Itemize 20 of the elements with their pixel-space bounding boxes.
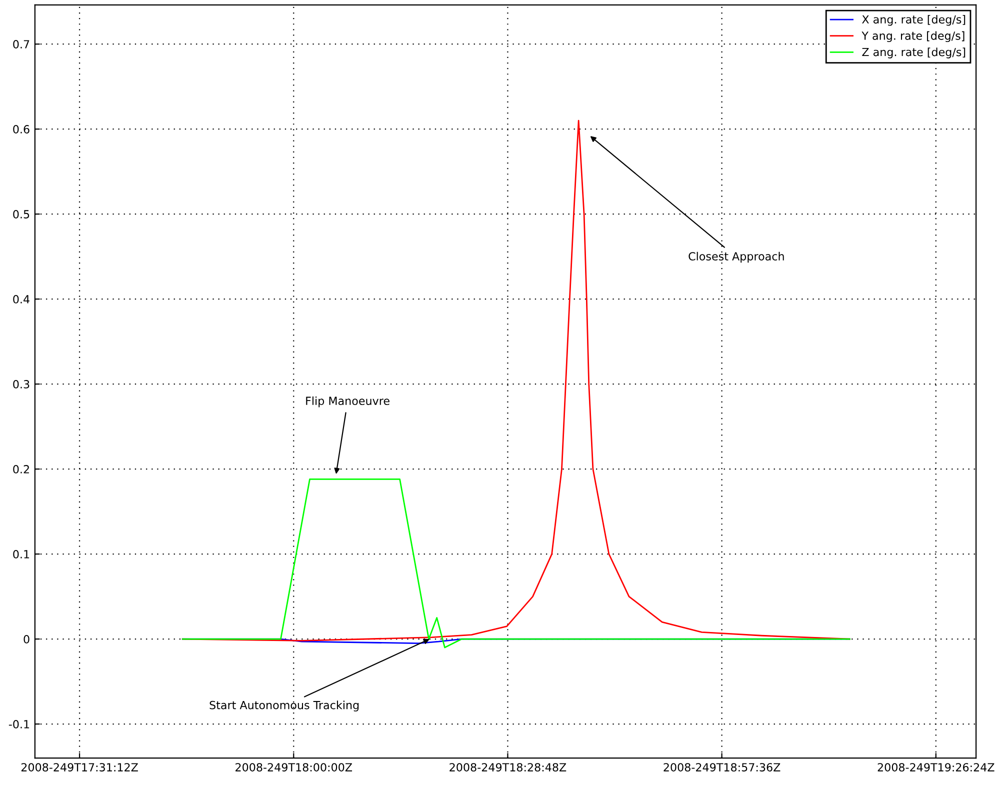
x-tick-label: 2008-249T17:31:12Z <box>21 763 138 772</box>
y-tick-label: 0.5 <box>13 210 30 218</box>
x-tick-label: 2008-249T19:26:24Z <box>878 763 994 772</box>
y-tick-label: 0 <box>24 635 30 644</box>
y-tick-label: 0.4 <box>13 295 30 304</box>
x-tick-label: 2008-249T18:57:36Z <box>664 763 780 772</box>
y-tick-label: 0.2 <box>13 465 29 474</box>
annotation: Flip Manoeuvre <box>306 396 390 408</box>
legend-label: Z ang. rate [deg/s] <box>862 48 966 58</box>
annotation: Closest Approach <box>688 252 784 263</box>
x-tick-label: 2008-249T18:00:00Z <box>236 763 352 772</box>
y-tick-label: -0.1 <box>8 720 30 728</box>
y-tick-label: 0.3 <box>13 380 30 388</box>
y-tick-label: 0.7 <box>13 40 30 48</box>
x-tick-label: 2008-249T18:28:48Z <box>450 763 566 772</box>
legend-label: Y ang. rate [deg/s] <box>862 31 964 42</box>
y-tick-label: 0.6 <box>13 125 30 134</box>
annotation: Start Autonomous Tracking <box>210 700 359 712</box>
legend-label: X ang. rate [deg/s] <box>862 14 966 26</box>
y-tick-label: 0.1 <box>13 550 30 558</box>
